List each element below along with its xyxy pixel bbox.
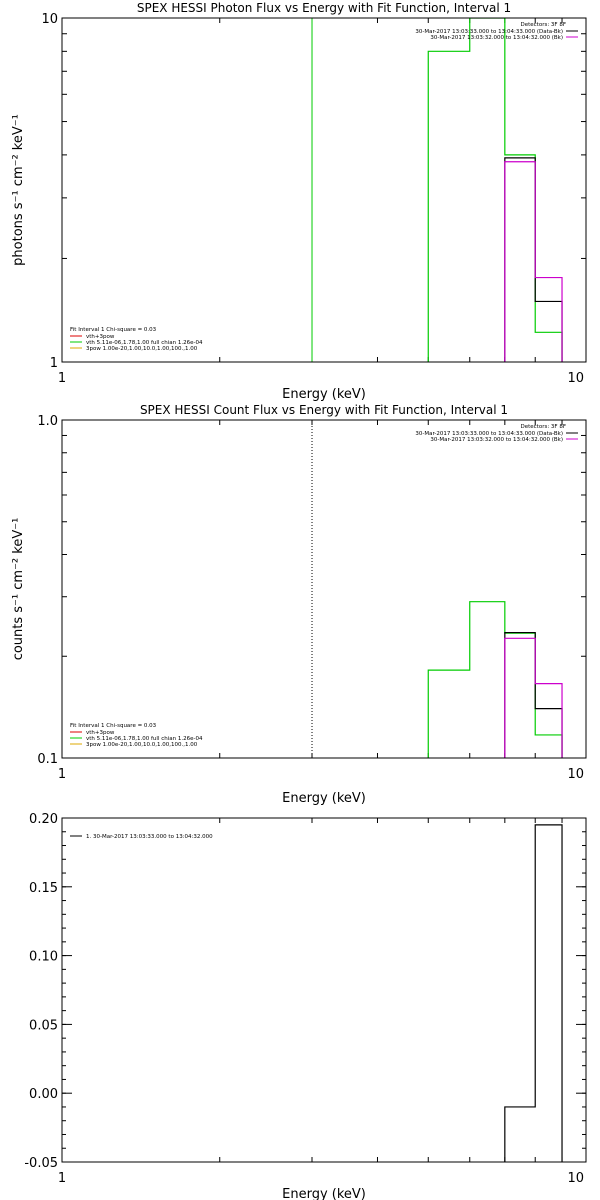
plot-frame	[61, 17, 587, 363]
legend-entry: 3pow 1.00e-20,1.00,10.0,1.00,100.,1.00	[86, 742, 198, 748]
y-tick-label: 0.00	[29, 1087, 58, 1102]
legend-left: Fit Interval 1 Chi-square = 0.03vth+3pow…	[70, 723, 203, 748]
x-tick-label: 10	[567, 371, 584, 386]
x-axis-label: Energy (keV)	[282, 387, 366, 402]
x-axis-label: Energy (keV)	[282, 791, 366, 806]
y-tick-label: 1	[50, 356, 58, 371]
x-tick-label: 10	[567, 1171, 584, 1186]
plot-frame	[61, 419, 587, 759]
y-tick-label: 1.0	[37, 414, 58, 429]
x-tick-label: 10	[567, 767, 584, 782]
x-tick-label: 1	[58, 767, 66, 782]
panel-1: SPEX HESSI Photon Flux vs Energy with Fi…	[11, 1, 587, 402]
chart-title: SPEX HESSI Count Flux vs Energy with Fit…	[140, 403, 508, 417]
legend-left: Fit Interval 1 Chi-square = 0.03vth+3pow…	[70, 327, 203, 352]
legend-entry: vth 5.11e-06,1.78,1.00 full chian 1.26e-…	[86, 340, 203, 346]
y-axis-label: counts s⁻¹ cm⁻² keV⁻¹	[11, 518, 26, 661]
x-tick-label: 1	[58, 371, 66, 386]
series-green-histogram	[427, 18, 563, 362]
y-tick-label: -0.05	[24, 1156, 58, 1171]
series-group	[504, 824, 563, 1162]
legend-entry: 1. 30-Mar-2017 13:03:33.000 to 13:04:32.…	[86, 834, 213, 840]
legend-entry: 30-Mar-2017 13:03:32.000 to 13:04:32.000…	[430, 437, 563, 443]
x-axis-label: Energy (keV)	[282, 1187, 366, 1200]
legend-header: Fit Interval 1 Chi-square = 0.03	[70, 327, 157, 333]
panel-2: SPEX HESSI Count Flux vs Energy with Fit…	[11, 403, 587, 806]
y-axis-label: photons s⁻¹ cm⁻² keV⁻¹	[11, 114, 26, 266]
series-green-histogram	[427, 601, 563, 758]
series-magenta-histogram	[504, 637, 563, 758]
legend-entry: 3pow 1.00e-20,1.00,10.0,1.00,100.,1.00	[86, 346, 198, 352]
series-group	[427, 601, 563, 758]
y-tick-label: 0.1	[37, 752, 58, 767]
series-group	[427, 18, 563, 362]
legend-entry: 30-Mar-2017 13:03:33.000 to 13:04:33.000…	[415, 431, 563, 437]
legend-header: Detectors: 3F 8F	[520, 424, 566, 430]
plot-frame	[61, 817, 587, 1163]
legend-entry: vth+3pow	[86, 730, 115, 736]
legend-header: Fit Interval 1 Chi-square = 0.03	[70, 723, 157, 729]
y-tick-label: 0.05	[29, 1018, 58, 1033]
legend-entry: vth 5.11e-06,1.78,1.00 full chian 1.26e-…	[86, 736, 203, 742]
y-tick-label: 10	[41, 12, 58, 27]
y-tick-label: 0.20	[29, 812, 58, 827]
legend-left: 1. 30-Mar-2017 13:03:33.000 to 13:04:32.…	[70, 834, 213, 840]
legend-entry: vth+3pow	[86, 334, 115, 340]
panel-3: Energy (keV) 1 10 -0.05 0.00 0.05 0.10 0.15 0.20…	[24, 812, 587, 1200]
y-tick-label: 0.10	[29, 950, 58, 965]
legend-entry: 30-Mar-2017 13:03:33.000 to 13:04:33.000…	[415, 29, 563, 35]
series-magenta-histogram	[504, 161, 563, 362]
legend-header: Detectors: 3F 8F	[520, 22, 566, 28]
x-tick-label: 1	[58, 1171, 66, 1186]
y-tick-label: 0.15	[29, 881, 58, 896]
chart-title: SPEX HESSI Photon Flux vs Energy with Fi…	[137, 1, 511, 15]
legend-entry: 30-Mar-2017 13:03:32.000 to 13:04:32.000…	[430, 35, 563, 41]
series-data_black-histogram	[504, 824, 563, 1162]
